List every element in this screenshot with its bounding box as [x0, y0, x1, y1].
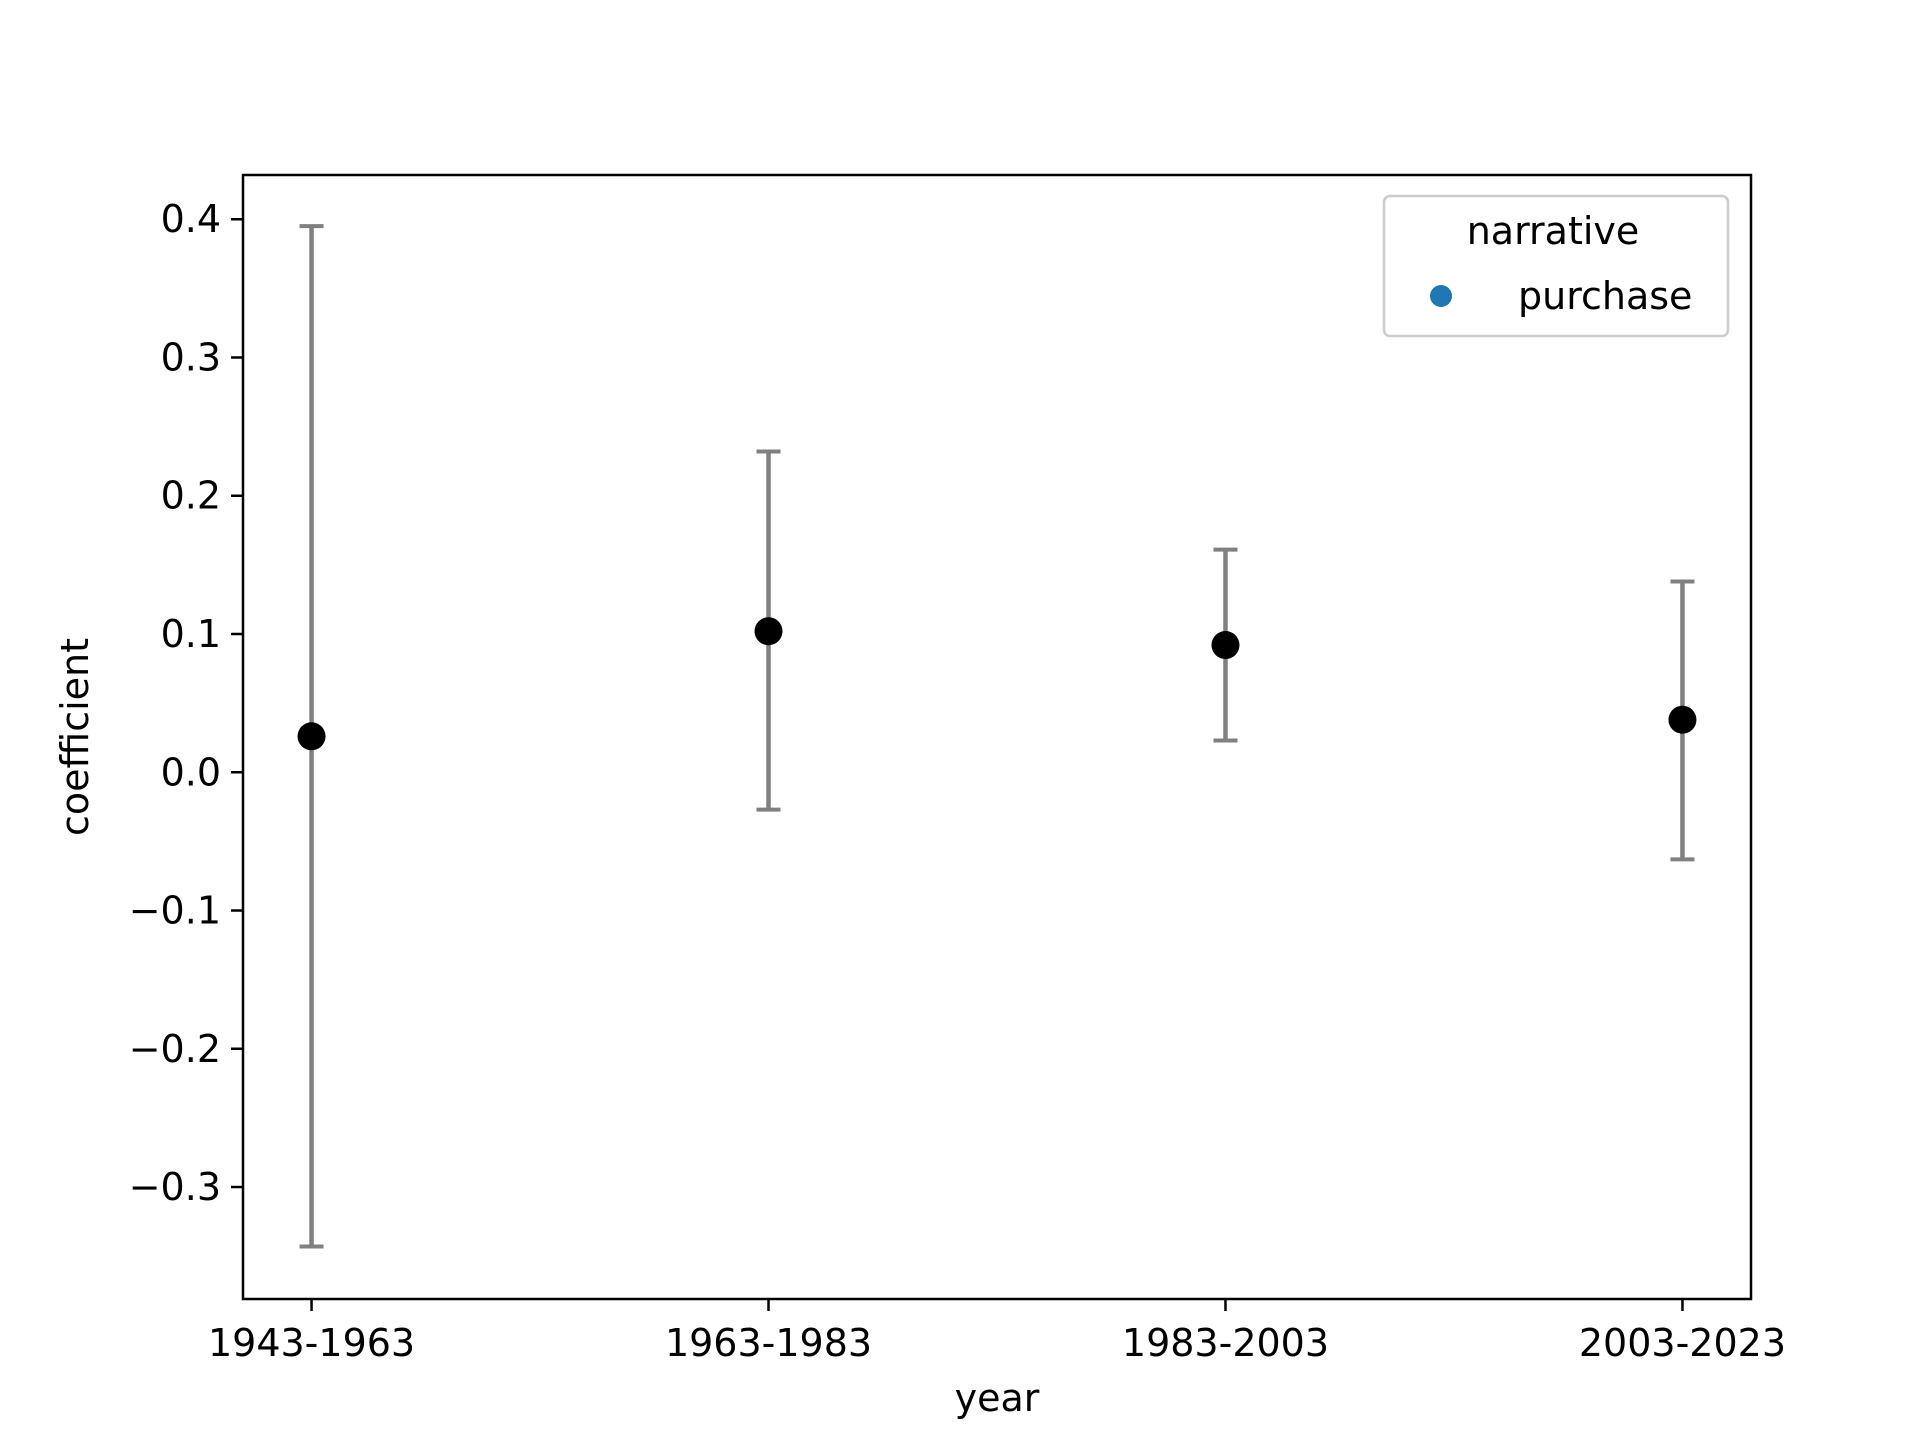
legend: narrative purchase [1382, 194, 1730, 338]
y-tick-label: 0.0 [161, 750, 221, 794]
legend-marker [1430, 285, 1452, 307]
x-axis: 1943-1963 1963-1983 1983-2003 2003-2023 [208, 1299, 1786, 1365]
y-axis: −0.3 −0.2 −0.1 0.0 0.1 0.2 0.3 0.4 [129, 197, 243, 1209]
data-point [1668, 705, 1697, 734]
y-tick-label: −0.2 [129, 1027, 221, 1071]
x-axis-label: year [955, 1376, 1040, 1420]
data-points [297, 617, 1697, 751]
y-axis-label: coefficient [53, 638, 97, 836]
data-point [1211, 631, 1240, 660]
y-tick-label: −0.1 [129, 889, 221, 933]
plot-frame [241, 173, 1753, 1301]
legend-box [1382, 194, 1730, 338]
y-tick-label: 0.4 [161, 197, 221, 241]
legend-title: narrative [1467, 209, 1640, 253]
y-tick-label: 0.1 [161, 612, 221, 656]
x-tick-label: 1963-1983 [665, 1321, 872, 1365]
x-tick-label: 2003-2023 [1579, 1321, 1786, 1365]
data-point [297, 722, 326, 751]
y-tick-label: −0.3 [129, 1165, 221, 1209]
y-tick-label: 0.2 [161, 474, 221, 518]
legend-entry-purchase: purchase [1518, 274, 1692, 318]
y-tick-label: 0.3 [161, 335, 221, 379]
x-tick-label: 1943-1963 [208, 1321, 415, 1365]
x-tick-label: 1983-2003 [1122, 1321, 1329, 1365]
data-point [754, 617, 783, 646]
